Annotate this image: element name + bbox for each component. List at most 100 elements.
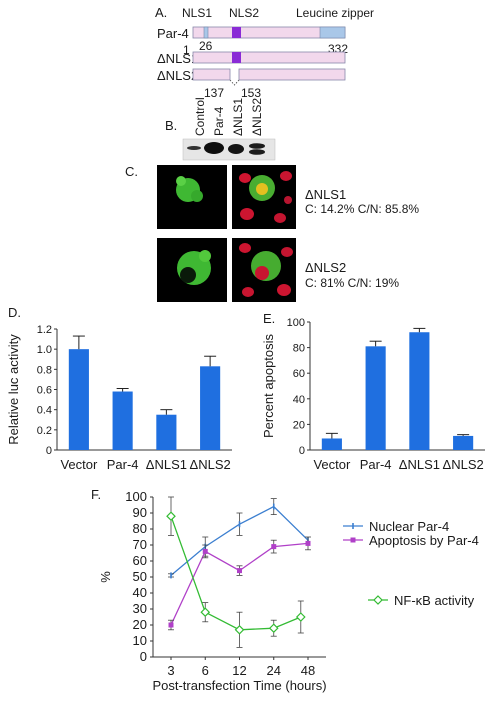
panel-a-letter: A. — [155, 5, 167, 20]
y-tick-label: 0.4 — [37, 405, 52, 417]
y-tick-label: 80 — [133, 521, 147, 536]
x-tick-label-24: 24 — [267, 663, 281, 678]
lane-label-dnls1: ΔNLS1 — [231, 98, 245, 136]
lane-label-control: Control — [193, 97, 207, 136]
y-tick-label: 100 — [287, 317, 305, 329]
bar-vector — [68, 349, 89, 450]
cell-gfp-dnls1-lobe2 — [191, 190, 203, 202]
x-tick-label-12: 12 — [232, 663, 246, 678]
point-nuclear-par-4 — [272, 503, 275, 510]
blot-band-control — [187, 146, 201, 150]
point-apoptosis-by-par-4 — [271, 544, 277, 550]
bar-nls2 — [200, 366, 221, 450]
residue-1-label: 1 — [183, 43, 190, 57]
leucine-zipper-domain — [319, 26, 346, 39]
x-tick-label-nls1: ΔNLS1 — [399, 457, 440, 472]
panel-a: A. NLS1 NLS2 Leucine zipper Par-4 1 26 3… — [155, 5, 374, 100]
y-tick-label: 0.2 — [37, 425, 52, 437]
point-nf-b-activity — [166, 511, 176, 522]
nucleus-red-6 — [239, 243, 251, 253]
y-tick-label: 50 — [133, 569, 147, 584]
bar-nls2 — [453, 435, 474, 450]
nucleus-red-5 — [284, 196, 292, 204]
point-nf-b-activity — [268, 623, 279, 634]
series-nf-b-activity: NF-κB activity — [166, 496, 475, 648]
row-label-dnls2: ΔNLS2 — [305, 260, 346, 275]
leucine-zipper-label: Leucine zipper — [296, 6, 374, 20]
residue-137-label: 137 — [204, 86, 224, 100]
x-tick-label-3: 3 — [167, 663, 174, 678]
row-stats-dnls1: C: 14.2% C/N: 85.8% — [305, 202, 419, 216]
nls1-domain — [203, 26, 209, 39]
y-tick-label: 1.0 — [37, 344, 52, 356]
nucleus-red-4 — [274, 213, 286, 223]
x-tick-label-6: 6 — [202, 663, 209, 678]
legend-marker-apoptosis-by-par-4 — [350, 537, 356, 543]
nucleus-red-7 — [281, 247, 293, 257]
point-apoptosis-by-par-4 — [168, 622, 174, 628]
legend-marker-nuclear-par-4 — [352, 523, 354, 529]
y-tick-label: 40 — [293, 394, 305, 406]
y-tick-label: 80 — [293, 343, 305, 355]
y-tick-label: 60 — [133, 553, 147, 568]
construct-bar-dnls1 — [192, 51, 346, 64]
point-nuclear-par-4 — [238, 521, 241, 528]
residue-26-label: 26 — [199, 39, 213, 53]
bar-par-4 — [112, 391, 133, 450]
x-tick-label-par-4: Par-4 — [107, 457, 139, 472]
blot-band-par4 — [204, 142, 224, 154]
y-tick-label: 0.8 — [37, 364, 52, 376]
nucleus-red-2 — [280, 171, 292, 181]
y-tick-label: 30 — [133, 601, 147, 616]
y-tick-label: 0 — [46, 445, 52, 457]
blot-band-dnls2-upper — [249, 143, 265, 149]
construct-label-dnls1: ΔNLS1 — [157, 51, 198, 66]
deletion-gap-marker — [229, 79, 240, 86]
panel-c: C. ΔNLS1 C: 14.2% C/N: 85.8% ΔNLS2 C: 81… — [125, 164, 419, 302]
x-tick-label-nls2: ΔNLS2 — [190, 457, 231, 472]
blot-band-dnls1 — [228, 144, 244, 154]
bar-nls1 — [409, 332, 430, 450]
y-tick-label: 100 — [125, 489, 147, 504]
point-apoptosis-by-par-4 — [202, 548, 208, 554]
series-apoptosis-by-par-4: Apoptosis by Par-4 — [168, 533, 479, 631]
chart-e-apoptosis: E. 0 20 40 60 80 100 Vector Par-4 ΔNLS1 ΔNLS2 Perce… — [261, 311, 485, 472]
y-axis-label: Percent apoptosis — [261, 333, 276, 438]
construct-label-par4: Par-4 — [157, 26, 189, 41]
legend-label-nuclear-par-4: Nuclear Par-4 — [369, 519, 449, 534]
x-tick-label-nls1: ΔNLS1 — [146, 457, 187, 472]
series-nuclear-par-4: Nuclear Par-4 — [168, 498, 449, 579]
point-apoptosis-by-par-4 — [305, 540, 311, 546]
y-tick-label: 0.6 — [37, 385, 52, 397]
nucleus-dark-dnls2 — [180, 267, 196, 283]
x-tick-label-nls2: ΔNLS2 — [443, 457, 484, 472]
y-tick-label: 70 — [133, 537, 147, 552]
series-line-nf-b-activity — [170, 515, 302, 631]
panel-f-letter: F. — [91, 487, 101, 502]
x-tick-label-par-4: Par-4 — [360, 457, 392, 472]
bar-par-4 — [365, 346, 386, 450]
panel-c-letter: C. — [125, 164, 138, 179]
y-tick-label: 90 — [133, 505, 147, 520]
construct-label-dnls2: ΔNLS2 — [157, 68, 198, 83]
nls2-label: NLS2 — [229, 6, 259, 20]
bar-nls1 — [156, 414, 177, 450]
nls1-label: NLS1 — [182, 6, 212, 20]
nucleus-merge-dnls2 — [255, 266, 269, 280]
y-axis-label: Relative luc activity — [6, 334, 21, 445]
point-apoptosis-by-par-4 — [237, 568, 242, 574]
y-tick-label: 20 — [133, 617, 147, 632]
bar-vector — [321, 438, 342, 450]
y-axis-label: % — [98, 571, 113, 583]
y-tick-label: 20 — [293, 419, 305, 431]
y-tick-label: 0 — [140, 649, 147, 664]
chart-d-luc-activity: D. 0 0.2 0.4 0.6 0.8 1.0 1.2 Vector Par-4 ΔNLS1 ΔNL… — [6, 305, 232, 472]
legend-marker-nf-b-activity — [373, 595, 383, 605]
nucleus-merge-dnls1 — [256, 183, 268, 195]
point-nuclear-par-4 — [170, 572, 172, 579]
y-tick-label: 60 — [293, 368, 305, 380]
y-tick-label: 0 — [299, 445, 305, 457]
nls2-domain-par4 — [232, 27, 241, 38]
nucleus-red-1 — [239, 173, 251, 183]
